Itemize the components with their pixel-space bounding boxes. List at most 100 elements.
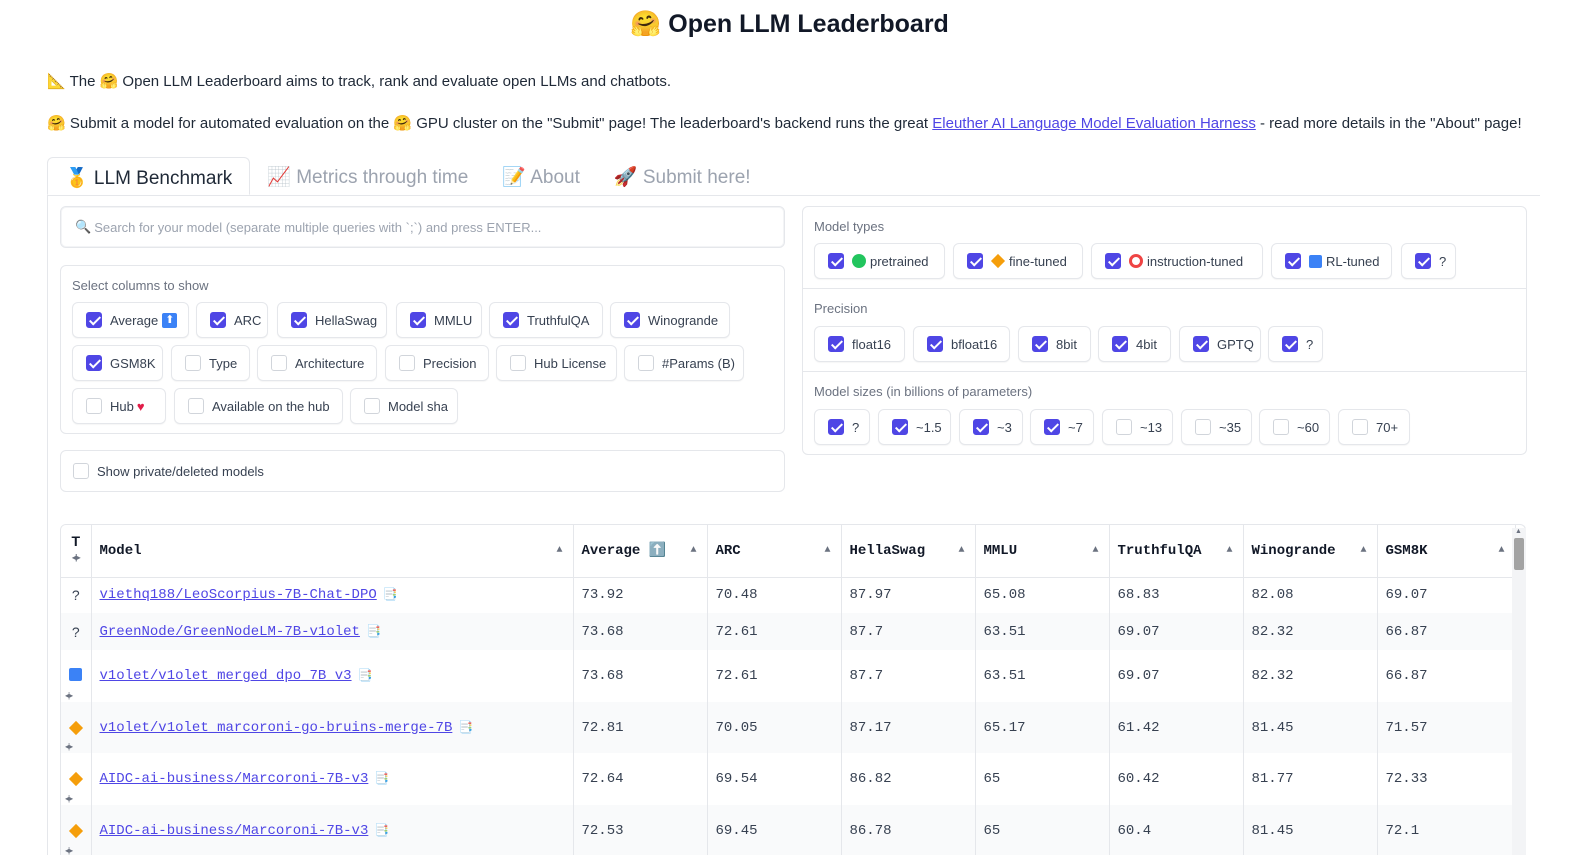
checkbox[interactable] <box>1273 419 1289 435</box>
checkbox[interactable] <box>892 419 908 435</box>
size-35-checkbox[interactable]: ~35 <box>1181 409 1252 445</box>
eleuther-harness-link[interactable]: Eleuther AI Language Model Evaluation Ha… <box>932 115 1256 132</box>
resize-handle-icon[interactable]: ◂|▸ <box>65 691 73 700</box>
precision-float16-checkbox[interactable]: float16 <box>814 326 905 362</box>
checkbox[interactable] <box>1116 419 1132 435</box>
search-input[interactable] <box>94 219 775 235</box>
checkbox[interactable] <box>399 355 415 371</box>
header-gsm8k[interactable]: GSM8K ▲ <box>1377 525 1516 578</box>
model-link[interactable]: viethq188/LeoScorpius-7B-Chat-DPO <box>99 587 377 604</box>
checkbox[interactable] <box>927 336 943 352</box>
checkbox[interactable] <box>828 336 844 352</box>
size-13-checkbox[interactable]: ~13 <box>1102 409 1173 445</box>
col-arc-checkbox[interactable]: ARC <box>196 302 268 338</box>
size-7-checkbox[interactable]: ~7 <box>1030 409 1094 445</box>
header-truthfulqa[interactable]: TruthfulQA ▲ <box>1109 525 1244 578</box>
col-gsm8k-checkbox[interactable]: GSM8K <box>72 345 163 381</box>
tab-about[interactable]: 📝 About <box>502 167 580 188</box>
model-card-icon[interactable]: 📑 <box>365 624 381 639</box>
checkbox[interactable] <box>1044 419 1060 435</box>
col-model-sha-checkbox[interactable]: Model sha <box>350 388 458 424</box>
checkbox[interactable] <box>828 253 844 269</box>
model-link[interactable]: AIDC-ai-business/Marcoroni-7B-v3 <box>99 771 369 787</box>
checkbox[interactable] <box>185 355 201 371</box>
checkbox[interactable] <box>503 312 519 328</box>
checkbox[interactable] <box>73 463 89 479</box>
checkbox[interactable] <box>1105 253 1121 269</box>
checkbox[interactable] <box>1112 336 1128 352</box>
precision-bfloat16-checkbox[interactable]: bfloat16 <box>913 326 1010 362</box>
header-hellaswag[interactable]: HellaSwag ▲ <box>841 525 976 578</box>
table-scrollbar[interactable]: ▲ <box>1512 528 1526 855</box>
size-70-checkbox[interactable]: 70+ <box>1338 409 1410 445</box>
col-truthfulqa-checkbox[interactable]: TruthfulQA <box>489 302 603 338</box>
checkbox[interactable] <box>86 312 102 328</box>
checkbox[interactable] <box>967 253 983 269</box>
resize-handle-icon[interactable]: ◂|▸ <box>65 846 73 855</box>
checkbox[interactable] <box>1282 336 1298 352</box>
type-fine-tuned-checkbox[interactable]: fine-tuned <box>953 243 1083 279</box>
precision-8bit-checkbox[interactable]: 8bit <box>1018 326 1091 362</box>
model-card-icon[interactable]: 📑 <box>374 772 390 786</box>
type-instruction-tuned-checkbox[interactable]: instruction-tuned <box>1091 243 1263 279</box>
col-hub-likes-checkbox[interactable]: Hub ♥ <box>72 388 166 424</box>
sort-icon[interactable]: ▲ <box>1360 545 1367 556</box>
checkbox[interactable] <box>1415 253 1431 269</box>
col-precision-checkbox[interactable]: Precision <box>385 345 489 381</box>
type-rl-tuned-checkbox[interactable]: RL-tuned <box>1271 243 1392 279</box>
model-link[interactable]: GreenNode/GreenNodeLM-7B-v1olet <box>99 623 360 640</box>
header-arc[interactable]: ARC ▲ <box>707 525 842 578</box>
model-link[interactable]: v1olet/v1olet_marcoroni-go-bruins-merge-… <box>99 719 453 736</box>
checkbox[interactable] <box>364 398 380 414</box>
col-winogrande-checkbox[interactable]: Winogrande <box>610 302 730 338</box>
model-card-icon[interactable]: 📑 <box>357 669 373 683</box>
precision-gptq-checkbox[interactable]: GPTQ <box>1179 326 1261 362</box>
checkbox[interactable] <box>188 398 204 414</box>
checkbox[interactable] <box>1352 419 1368 435</box>
checkbox[interactable] <box>510 355 526 371</box>
header-type[interactable]: T ◂|▸ <box>61 525 92 578</box>
col-hub-license-checkbox[interactable]: Hub License <box>496 345 617 381</box>
size-unknown-checkbox[interactable]: ? <box>814 409 870 445</box>
sort-icon[interactable]: ▲ <box>1498 545 1505 556</box>
col-hellaswag-checkbox[interactable]: HellaSwag <box>277 302 387 338</box>
checkbox[interactable] <box>638 355 654 371</box>
size-1-5-checkbox[interactable]: ~1.5 <box>878 409 951 445</box>
sort-icon[interactable]: ▲ <box>958 545 965 556</box>
checkbox[interactable] <box>86 355 102 371</box>
checkbox[interactable] <box>271 355 287 371</box>
checkbox[interactable] <box>624 312 640 328</box>
resize-handle-icon[interactable]: ◂|▸ <box>65 742 73 751</box>
col-params-checkbox[interactable]: #Params (B) <box>624 345 744 381</box>
model-link[interactable]: v1olet/v1olet_merged_dpo_7B_v3 <box>99 668 352 684</box>
tab-llm-benchmark[interactable]: 🥇 LLM Benchmark <box>47 157 251 195</box>
checkbox[interactable] <box>291 312 307 328</box>
checkbox[interactable] <box>828 419 844 435</box>
checkbox[interactable] <box>973 419 989 435</box>
scroll-up-icon[interactable]: ▲ <box>1515 528 1522 535</box>
resize-handle-icon[interactable]: ◂|▸ <box>65 794 73 803</box>
sort-icon[interactable]: ▲ <box>690 545 697 556</box>
resize-handle-icon[interactable]: ◂|▸ <box>72 552 80 562</box>
tab-submit[interactable]: 🚀 Submit here! <box>613 167 751 188</box>
col-mmlu-checkbox[interactable]: MMLU <box>396 302 482 338</box>
type-unknown-checkbox[interactable]: ? <box>1401 243 1456 279</box>
checkbox[interactable] <box>1195 419 1211 435</box>
header-winogrande[interactable]: Winogrande ▲ <box>1243 525 1378 578</box>
sort-icon[interactable]: ▲ <box>1092 545 1099 556</box>
scrollbar-thumb[interactable] <box>1514 538 1524 570</box>
col-architecture-checkbox[interactable]: Architecture <box>257 345 377 381</box>
precision-4bit-checkbox[interactable]: 4bit <box>1098 326 1171 362</box>
col-available-checkbox[interactable]: Available on the hub <box>174 388 343 424</box>
model-card-icon[interactable]: 📑 <box>382 588 398 603</box>
col-average-checkbox[interactable]: Average ⬆ <box>72 302 189 338</box>
checkbox[interactable] <box>410 312 426 328</box>
tab-metrics-through-time[interactable]: 📈 Metrics through time <box>267 167 469 188</box>
checkbox[interactable] <box>1032 336 1048 352</box>
precision-unknown-checkbox[interactable]: ? <box>1268 326 1323 362</box>
show-private-checkbox[interactable]: Show private/deleted models <box>60 450 785 492</box>
sort-icon[interactable]: ▲ <box>824 545 831 556</box>
header-model[interactable]: Model ▲ <box>91 525 574 578</box>
sort-icon[interactable]: ▲ <box>1226 545 1233 556</box>
size-3-checkbox[interactable]: ~3 <box>959 409 1023 445</box>
